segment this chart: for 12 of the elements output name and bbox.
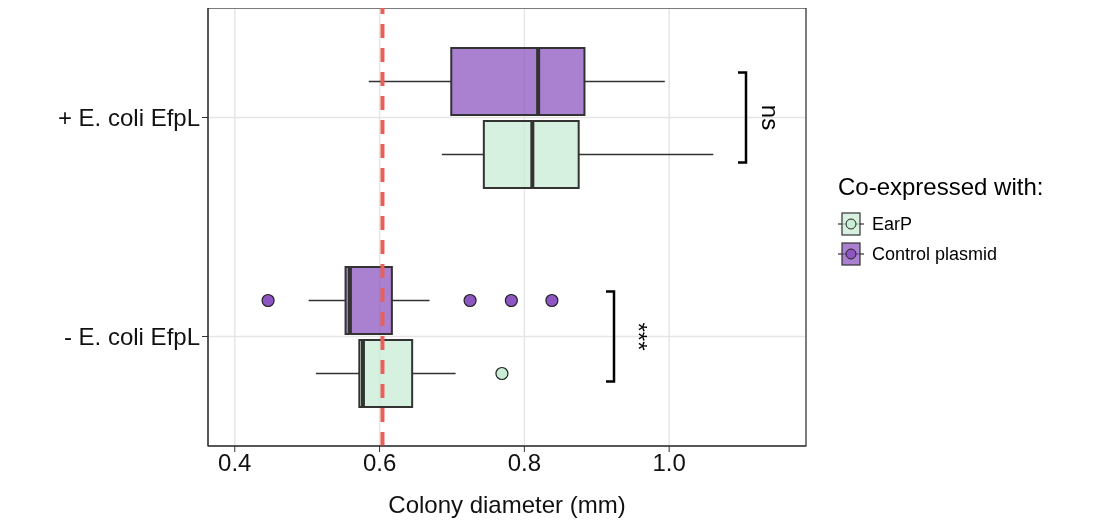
x-tick-label: 0.6 [362,449,397,477]
legend-label: EarP [872,213,913,235]
y-tick-label: + E. coli EfpL [57,104,200,132]
x-tick-label: 0.4 [218,449,252,477]
y-tick-label: - E. coli EfpL [63,323,200,351]
legend-title: Co-expressed with: [838,173,1044,201]
x-axis-title: Colony diameter (mm) [388,491,626,518]
legend-label: Control plasmid [872,243,998,265]
x-tick-label: 0.8 [507,449,542,477]
annotation: *** [624,322,652,351]
annotation: ns [756,104,784,131]
x-tick-label: 1.0 [652,449,686,477]
